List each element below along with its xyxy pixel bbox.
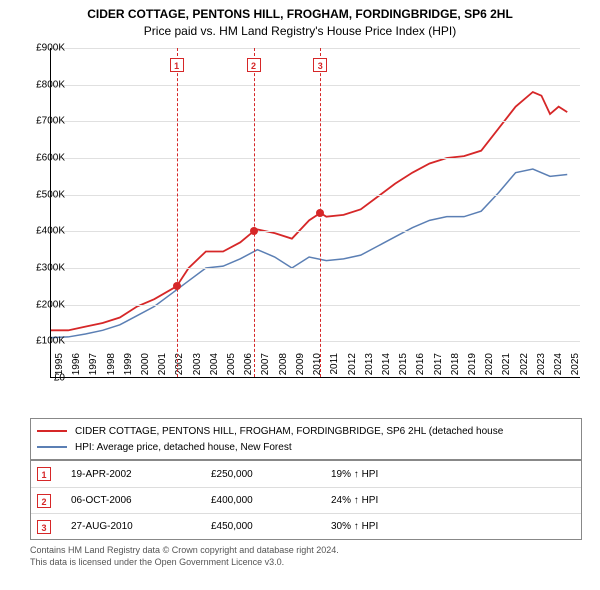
x-tick-label: 2001 <box>157 353 168 383</box>
x-tick-label: 2020 <box>484 353 495 383</box>
sale-marker-vline <box>254 48 255 377</box>
legend-label: CIDER COTTAGE, PENTONS HILL, FROGHAM, FO… <box>75 426 503 437</box>
x-tick-label: 2023 <box>536 353 547 383</box>
sale-date: 06-OCT-2006 <box>71 495 211 506</box>
y-tick-label: £900K <box>20 43 65 54</box>
x-tick-label: 2017 <box>433 353 444 383</box>
sale-row: 3 27-AUG-2010 £450,000 30% ↑ HPI <box>31 513 581 539</box>
x-tick-label: 2000 <box>140 353 151 383</box>
y-tick-label: £300K <box>20 263 65 274</box>
x-tick-label: 2007 <box>260 353 271 383</box>
x-tick-label: 2022 <box>519 353 530 383</box>
y-tick-label: £500K <box>20 189 65 200</box>
x-tick-label: 2016 <box>415 353 426 383</box>
sale-diff: 19% ↑ HPI <box>331 469 575 480</box>
title-block: CIDER COTTAGE, PENTONS HILL, FROGHAM, FO… <box>0 0 600 40</box>
sale-marker-dot <box>173 282 181 290</box>
sale-index-box: 2 <box>37 494 51 508</box>
sales-table: 1 19-APR-2002 £250,000 19% ↑ HPI 2 06-OC… <box>30 460 582 540</box>
x-tick-label: 2003 <box>192 353 203 383</box>
sale-price: £450,000 <box>211 521 331 532</box>
sale-marker-box: 1 <box>170 58 184 72</box>
y-tick-label: £0 <box>20 373 65 384</box>
x-tick-label: 2024 <box>553 353 564 383</box>
sale-date: 27-AUG-2010 <box>71 521 211 532</box>
chart-container: CIDER COTTAGE, PENTONS HILL, FROGHAM, FO… <box>0 0 600 590</box>
x-tick-label: 1998 <box>106 353 117 383</box>
footer-line-2: This data is licensed under the Open Gov… <box>30 557 582 569</box>
sale-diff: 24% ↑ HPI <box>331 495 575 506</box>
footer-line-1: Contains HM Land Registry data © Crown c… <box>30 545 582 557</box>
y-tick-label: £100K <box>20 336 65 347</box>
x-tick-label: 2013 <box>364 353 375 383</box>
title-line-2: Price paid vs. HM Land Registry's House … <box>0 23 600 40</box>
sale-marker-dot <box>316 209 324 217</box>
sale-diff: 30% ↑ HPI <box>331 521 575 532</box>
x-tick-label: 2025 <box>570 353 581 383</box>
sale-marker-box: 3 <box>313 58 327 72</box>
sale-marker-box: 2 <box>247 58 261 72</box>
sale-index-box: 1 <box>37 467 51 481</box>
x-tick-label: 2005 <box>226 353 237 383</box>
x-tick-label: 2012 <box>347 353 358 383</box>
legend-item: HPI: Average price, detached house, New … <box>37 439 575 455</box>
sale-index-box: 3 <box>37 520 51 534</box>
x-tick-label: 2019 <box>467 353 478 383</box>
x-tick-label: 2014 <box>381 353 392 383</box>
sale-date: 19-APR-2002 <box>71 469 211 480</box>
x-tick-label: 2008 <box>278 353 289 383</box>
x-tick-label: 2009 <box>295 353 306 383</box>
legend-item: CIDER COTTAGE, PENTONS HILL, FROGHAM, FO… <box>37 423 575 439</box>
title-line-1: CIDER COTTAGE, PENTONS HILL, FROGHAM, FO… <box>0 6 600 23</box>
y-tick-label: £600K <box>20 153 65 164</box>
y-tick-label: £700K <box>20 116 65 127</box>
x-tick-label: 2021 <box>501 353 512 383</box>
series-line-property <box>51 92 567 330</box>
x-tick-label: 2004 <box>209 353 220 383</box>
sale-row: 2 06-OCT-2006 £400,000 24% ↑ HPI <box>31 487 581 513</box>
x-tick-label: 1996 <box>71 353 82 383</box>
sale-marker-dot <box>250 227 258 235</box>
x-tick-label: 2018 <box>450 353 461 383</box>
y-tick-label: £800K <box>20 79 65 90</box>
sale-price: £250,000 <box>211 469 331 480</box>
chart-plot-area: 1995199619971998199920002001200220032004… <box>50 48 580 378</box>
x-tick-label: 1997 <box>88 353 99 383</box>
y-tick-label: £400K <box>20 226 65 237</box>
legend-label: HPI: Average price, detached house, New … <box>75 442 292 453</box>
x-tick-label: 2010 <box>312 353 323 383</box>
footer-attribution: Contains HM Land Registry data © Crown c… <box>30 545 582 568</box>
sale-price: £400,000 <box>211 495 331 506</box>
sale-row: 1 19-APR-2002 £250,000 19% ↑ HPI <box>31 461 581 487</box>
x-tick-label: 2015 <box>398 353 409 383</box>
sale-marker-vline <box>177 48 178 377</box>
x-tick-label: 2011 <box>329 353 340 383</box>
legend: CIDER COTTAGE, PENTONS HILL, FROGHAM, FO… <box>30 418 582 460</box>
y-tick-label: £200K <box>20 299 65 310</box>
legend-swatch <box>37 430 67 432</box>
legend-swatch <box>37 446 67 448</box>
x-tick-label: 1999 <box>123 353 134 383</box>
